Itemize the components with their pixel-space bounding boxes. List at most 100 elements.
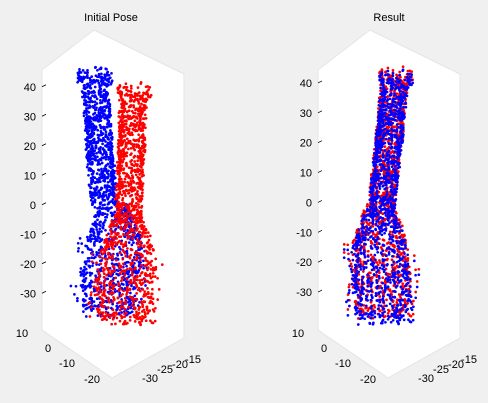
point (130, 185, 134, 189)
point (136, 170, 140, 174)
point (401, 287, 405, 291)
point (103, 105, 106, 109)
point (119, 94, 123, 98)
point (135, 145, 138, 149)
point (97, 93, 101, 96)
point (142, 245, 146, 249)
point (104, 228, 107, 232)
point (142, 145, 146, 149)
point (128, 114, 132, 118)
point (111, 155, 114, 159)
point (98, 308, 101, 312)
point (370, 276, 374, 280)
point (94, 214, 98, 217)
point (111, 317, 115, 321)
point (95, 97, 99, 101)
point (395, 183, 399, 187)
point (117, 301, 121, 304)
point (151, 271, 155, 275)
point (76, 296, 79, 300)
point (115, 304, 119, 308)
point (123, 109, 127, 113)
point (117, 169, 121, 172)
point (151, 287, 154, 291)
point (88, 297, 92, 301)
point (140, 206, 143, 209)
point (94, 95, 98, 99)
point (138, 274, 142, 278)
point (108, 76, 112, 80)
point (117, 177, 121, 181)
point (128, 288, 132, 291)
point (137, 91, 141, 94)
point (86, 239, 90, 243)
z-tick-label: 10 (24, 170, 36, 182)
point (134, 229, 138, 232)
point (123, 274, 126, 277)
point (102, 275, 106, 279)
point (130, 109, 134, 113)
point (143, 92, 147, 95)
point (128, 319, 132, 322)
point (403, 257, 407, 261)
point (137, 311, 141, 315)
point (125, 264, 128, 268)
point (126, 232, 129, 236)
point (98, 221, 102, 224)
z-tick-mark (317, 140, 323, 144)
z-tick-label: -30 (296, 287, 312, 299)
point (97, 108, 100, 112)
point (87, 121, 91, 125)
point (87, 256, 91, 260)
point (136, 86, 140, 89)
point (135, 312, 138, 315)
point (119, 306, 123, 309)
point (135, 213, 138, 217)
point (346, 248, 350, 252)
point (109, 174, 113, 178)
point (108, 180, 112, 183)
point (108, 103, 112, 106)
point (89, 91, 93, 94)
point (111, 145, 114, 148)
point (148, 234, 152, 238)
point (84, 315, 88, 318)
point (122, 131, 126, 134)
point (102, 272, 106, 276)
point (138, 267, 142, 270)
point (90, 306, 93, 309)
z-tick-label: -20 (296, 257, 312, 269)
point (354, 269, 358, 272)
point (116, 211, 120, 215)
point (127, 127, 131, 131)
point (90, 280, 94, 284)
point (93, 149, 97, 153)
point (129, 306, 133, 310)
point (140, 174, 144, 178)
point (123, 310, 126, 313)
point (142, 104, 146, 107)
point (139, 183, 143, 186)
point (138, 279, 142, 282)
point (101, 211, 105, 215)
point (119, 149, 123, 153)
point (123, 154, 126, 158)
point (141, 133, 145, 136)
point (124, 254, 128, 258)
point (112, 269, 116, 273)
point (125, 249, 129, 253)
point (91, 141, 94, 145)
point (117, 273, 120, 277)
point (347, 252, 350, 256)
point (383, 145, 387, 148)
point (107, 158, 110, 161)
point (101, 98, 105, 102)
point (99, 201, 103, 204)
point (135, 139, 138, 142)
point (118, 291, 122, 295)
point (115, 160, 119, 164)
point (140, 297, 143, 301)
point (383, 218, 387, 222)
